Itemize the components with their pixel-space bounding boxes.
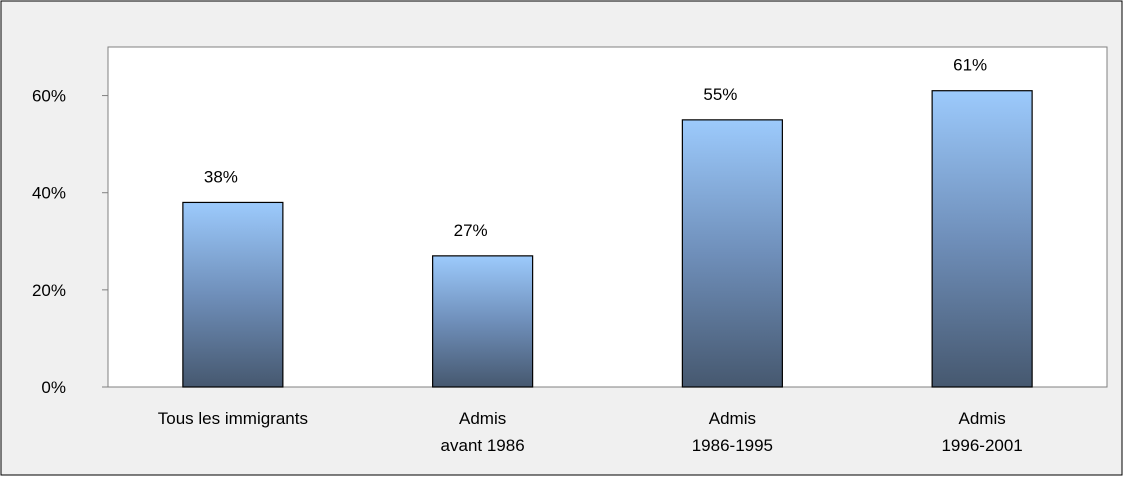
y-tick-label: 60%	[32, 87, 66, 106]
category-label: Admis	[459, 409, 506, 428]
category-label: Tous les immigrants	[158, 409, 308, 428]
value-labels-group: 38% 27% 55% 61%	[204, 56, 987, 240]
bars-group	[182, 90, 1033, 388]
category-label: 1986-1995	[692, 436, 773, 455]
bar-value-label: 61%	[953, 56, 987, 75]
bar-value-label: 55%	[703, 85, 737, 104]
category-label: Admis	[959, 409, 1006, 428]
category-label: 1996-2001	[941, 436, 1022, 455]
y-tick-label: 40%	[32, 184, 66, 203]
y-tick-label: 0%	[41, 378, 66, 397]
bar	[182, 201, 284, 388]
category-label: Admis	[709, 409, 756, 428]
category-labels-group: Tous les immigrants Admis avant 1986 Admis 1…	[158, 409, 1023, 455]
bar	[931, 90, 1033, 388]
y-tick-label: 20%	[32, 281, 66, 300]
category-label: avant 1986	[441, 436, 525, 455]
bar	[681, 119, 783, 388]
bar-value-label: 38%	[204, 167, 238, 186]
y-axis: 0% 20% 40% 60%	[32, 47, 109, 397]
bar-value-label: 27%	[454, 221, 488, 240]
bar	[432, 255, 534, 388]
